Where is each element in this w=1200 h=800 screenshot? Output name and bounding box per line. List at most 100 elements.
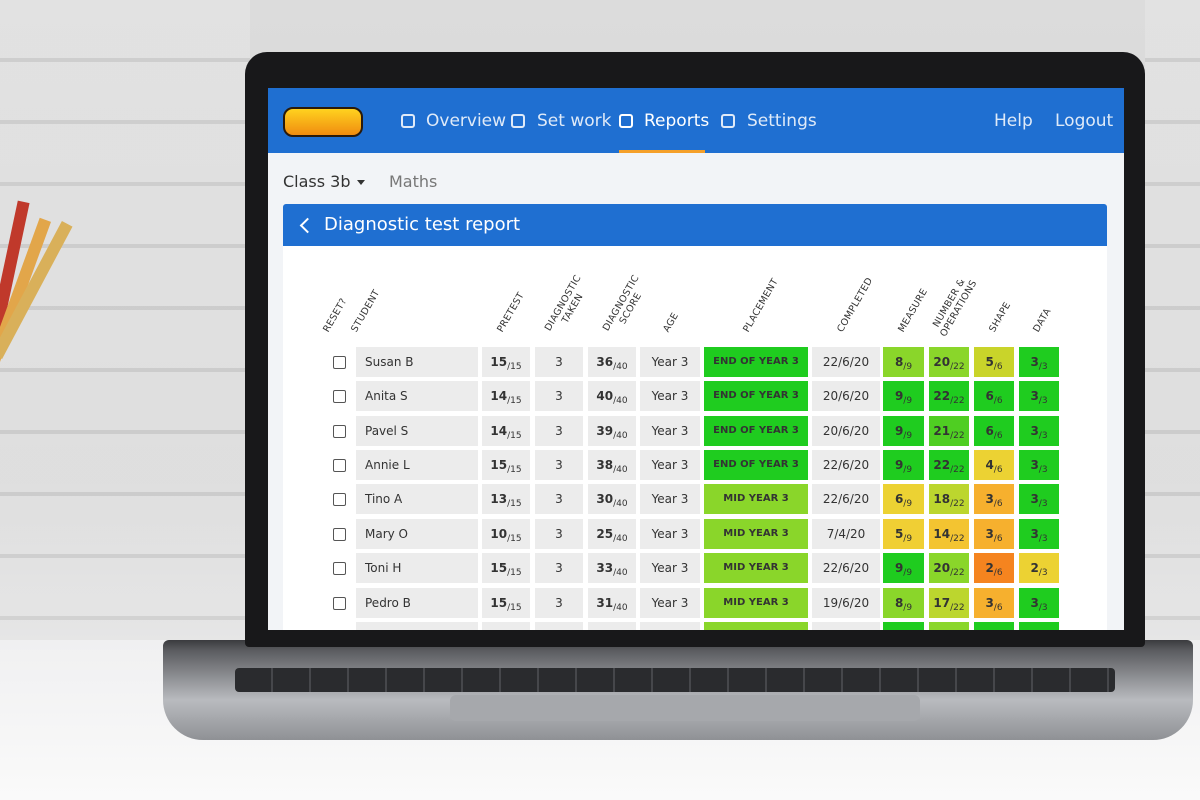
shape-score: 2/6 (974, 553, 1014, 583)
score-total: /40 (613, 465, 628, 475)
score-total: /9 (903, 534, 913, 544)
nav-bar: Overview Set work Reports Settings Help Logou… (268, 88, 1124, 153)
score: 5 (894, 527, 904, 541)
data-score: 3/3 (1019, 347, 1059, 377)
score-total: /15 (507, 465, 522, 475)
age: Year 3 (640, 484, 700, 514)
score-total: /9 (903, 431, 913, 441)
score: 8 (894, 355, 904, 369)
placement: MID YEAR 3 (704, 553, 808, 583)
score: 8 (894, 596, 904, 610)
placement: END OF YEAR 3 (704, 347, 808, 377)
score-total: /40 (613, 534, 628, 544)
diagnostic-score: 33/40 (588, 553, 636, 583)
score-total: /22 (950, 431, 965, 441)
score-total: /15 (507, 568, 522, 578)
age: Year 3 (640, 450, 700, 480)
score: 13 (490, 492, 508, 506)
reset-checkbox[interactable] (333, 425, 346, 438)
reset-checkbox[interactable] (333, 356, 346, 369)
score: 3 (985, 492, 994, 506)
score: 25 (596, 527, 614, 541)
active-tab-underline (619, 150, 705, 153)
diagnostic-taken: 3 (535, 347, 583, 377)
score: 2 (985, 561, 994, 575)
score: 22 (933, 389, 951, 403)
numops-score: 20/22 (929, 347, 969, 377)
nav-link[interactable]: Logout (1055, 111, 1114, 131)
score-total: /40 (613, 568, 628, 578)
score-total: /6 (993, 603, 1003, 613)
diagnostic-score: 36/40 (588, 347, 636, 377)
numops-score: 20/22 (929, 553, 969, 583)
age: Year 3 (640, 416, 700, 446)
logo[interactable] (283, 107, 363, 137)
diagnostic-taken: 3 (535, 519, 583, 549)
wall (1145, 0, 1200, 640)
score: 17 (933, 596, 951, 610)
shape-score: 4/6 (974, 450, 1014, 480)
reset-checkbox[interactable] (333, 459, 346, 472)
score: 14 (933, 527, 951, 541)
score: 39 (596, 424, 614, 438)
score: 3 (1030, 389, 1039, 403)
age: Year 3 (640, 381, 700, 411)
score: 20 (933, 355, 951, 369)
score: 14 (490, 424, 508, 438)
score-total: /9 (903, 396, 913, 406)
row-placeholder (482, 622, 530, 630)
nav-link[interactable]: Help (994, 111, 1033, 131)
nav-icon (721, 114, 735, 128)
score: 15 (490, 561, 508, 575)
score: 33 (596, 561, 614, 575)
score-total: /3 (1038, 431, 1048, 441)
score-total: /22 (950, 603, 965, 613)
pretest-cell: 14/15 (482, 381, 530, 411)
dropdown-caret (357, 180, 365, 185)
score-total: /40 (613, 499, 628, 509)
nav-icon (619, 114, 633, 128)
score: 4 (985, 458, 994, 472)
measure-score: 9/9 (883, 553, 924, 583)
nav-link[interactable]: Overview (426, 111, 507, 131)
score: 9 (894, 389, 904, 403)
reset-checkbox[interactable] (333, 390, 346, 403)
score: 31 (596, 596, 614, 610)
placement: END OF YEAR 3 (704, 381, 808, 411)
class-selector[interactable]: Class 3b (283, 172, 351, 191)
score-total: /6 (993, 396, 1003, 406)
score: 15 (490, 458, 508, 472)
reset-checkbox[interactable] (333, 493, 346, 506)
panel-header (283, 204, 1107, 246)
reset-checkbox[interactable] (333, 528, 346, 541)
measure-score: 8/9 (883, 588, 924, 618)
pretest-cell: 10/15 (482, 519, 530, 549)
data-score: 3/3 (1019, 484, 1059, 514)
student-name: Pavel S (356, 416, 478, 446)
diagnostic-score: 40/40 (588, 381, 636, 411)
completed-date: 20/6/20 (812, 416, 880, 446)
data-score: 3/3 (1019, 450, 1059, 480)
nav-link[interactable]: Set work (537, 111, 612, 131)
pretest-cell: 15/15 (482, 347, 530, 377)
pretest-cell: 15/15 (482, 553, 530, 583)
row-placeholder (974, 622, 1014, 630)
score: 6 (985, 389, 994, 403)
measure-score: 8/9 (883, 347, 924, 377)
reset-checkbox[interactable] (333, 597, 346, 610)
nav-link[interactable]: Reports (644, 111, 710, 131)
score-total: /9 (903, 499, 913, 509)
measure-score: 9/9 (883, 381, 924, 411)
score: 3 (1030, 492, 1039, 506)
diagnostic-score: 38/40 (588, 450, 636, 480)
shape-score: 3/6 (974, 484, 1014, 514)
nav-link[interactable]: Settings (747, 111, 817, 131)
diagnostic-score: 25/40 (588, 519, 636, 549)
score: 3 (985, 527, 994, 541)
data-score: 2/3 (1019, 553, 1059, 583)
score-total: /3 (1038, 499, 1048, 509)
shape-score: 6/6 (974, 416, 1014, 446)
reset-checkbox[interactable] (333, 562, 346, 575)
score-total: /22 (950, 396, 965, 406)
diagnostic-score: 31/40 (588, 588, 636, 618)
